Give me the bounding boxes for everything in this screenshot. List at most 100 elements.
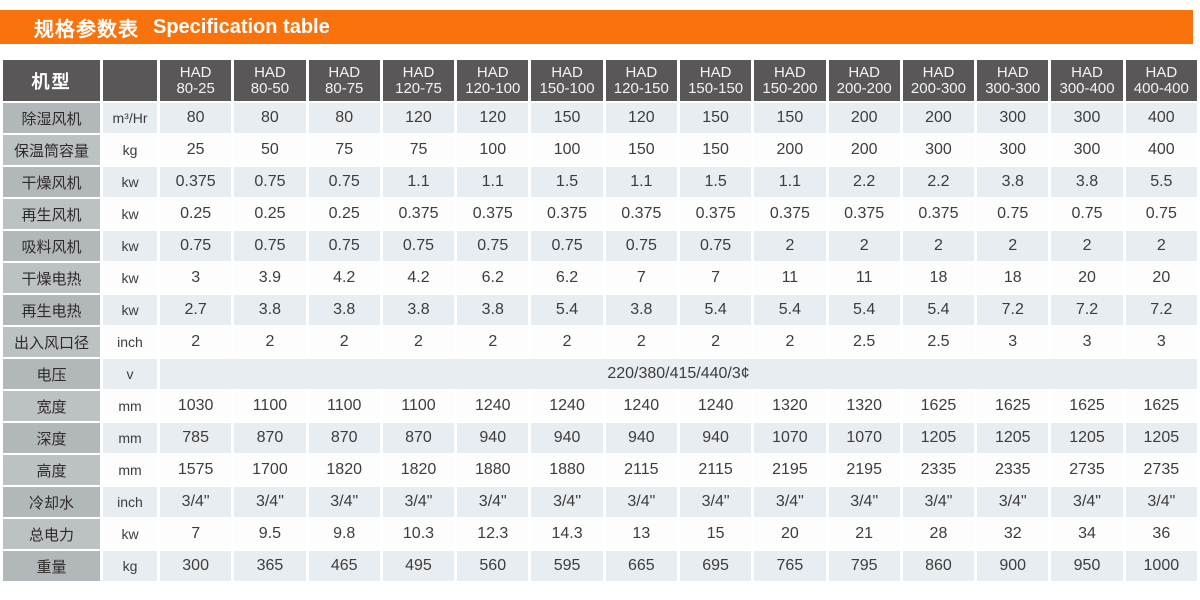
model-code: 200-200 [836, 79, 892, 97]
page-title-zh: 规格参数表 [34, 18, 139, 41]
spec-cell: 2 [605, 327, 677, 357]
spec-cell: 18 [977, 263, 1049, 293]
spec-cell: 0.75 [1125, 199, 1197, 229]
merged-value-cell: 220/380/415/440/3¢ [160, 359, 1197, 389]
spec-cell: 1320 [754, 391, 826, 421]
spec-cell: 3/4" [977, 487, 1049, 517]
spec-cell: 870 [308, 423, 380, 453]
spec-cell: 5.4 [754, 295, 826, 325]
model-code: 200-300 [910, 79, 966, 97]
model-brand: HAD [996, 63, 1029, 81]
spec-cell: 0.75 [1051, 199, 1123, 229]
spec-cell: 3 [977, 327, 1049, 357]
model-header-cell: HAD 300-400 [1051, 60, 1123, 101]
spec-cell: 1625 [902, 391, 975, 421]
row-label: 宽度 [3, 391, 100, 421]
spec-cell: 2 [382, 327, 455, 357]
spec-row: 宽度 mm 1030 1100 1100 1100 1240 1240 1240 1240 1320… [3, 391, 1197, 421]
spec-cell: 785 [160, 423, 232, 453]
spec-cell: 1070 [754, 423, 826, 453]
model-brand: HAD [848, 63, 880, 81]
spec-cell: 1.1 [457, 167, 529, 197]
spec-cell: 3 [160, 263, 232, 293]
row-label: 干燥风机 [3, 167, 100, 197]
row-unit: kw [103, 519, 157, 549]
row-unit: kw [103, 199, 157, 229]
spec-cell: 200 [828, 135, 900, 165]
spec-cell: 120 [382, 103, 455, 133]
spec-cell: 1820 [382, 455, 455, 485]
spec-cell: 5.4 [902, 295, 975, 325]
model-brand: HAD [699, 63, 732, 81]
spec-cell: 3/4" [1051, 487, 1123, 517]
spec-cell: 940 [605, 423, 677, 453]
spec-cell: 25 [160, 135, 232, 165]
spec-cell: 695 [679, 551, 752, 581]
row-unit: kw [103, 295, 157, 325]
spec-cell: 1.1 [382, 167, 455, 197]
spec-row: 深度 mm 785 870 870 870 940 940 940 940 1070 1070 1205… [3, 423, 1197, 453]
spec-cell: 940 [531, 423, 603, 453]
row-unit: v [103, 359, 157, 389]
spec-cell: 1880 [531, 455, 603, 485]
spec-cell: 2.2 [902, 167, 975, 197]
model-brand: HAD [922, 63, 955, 81]
spec-cell: 2.5 [902, 327, 975, 357]
row-label: 除湿风机 [3, 103, 100, 133]
spec-cell: 3/4" [902, 487, 975, 517]
spec-cell: 120 [605, 103, 677, 133]
spec-cell: 1625 [1051, 391, 1123, 421]
spec-cell: 5.4 [828, 295, 900, 325]
spec-cell: 7.2 [1125, 295, 1197, 325]
spec-cell: 300 [1051, 135, 1123, 165]
row-label: 总电力 [3, 519, 100, 549]
spec-cell: 6.2 [531, 263, 603, 293]
row-label: 保温筒容量 [3, 135, 100, 165]
spec-cell: 795 [828, 551, 900, 581]
model-brand: HAD [551, 63, 583, 81]
spec-cell: 0.375 [531, 199, 603, 229]
spec-cell: 1575 [160, 455, 232, 485]
spec-cell: 940 [457, 423, 529, 453]
model-header-cell: HAD 80-50 [234, 60, 306, 101]
spec-cell: 2 [902, 231, 975, 261]
row-unit: kw [103, 167, 157, 197]
spec-cell: 2335 [902, 455, 975, 485]
spec-cell: 0.75 [457, 231, 529, 261]
spec-cell: 0.75 [234, 167, 306, 197]
spec-row: 吸料风机 kw 0.75 0.75 0.75 0.75 0.75 0.75 0.75 0.75 2 2… [3, 231, 1197, 261]
spec-cell: 1700 [234, 455, 306, 485]
model-brand: HAD [774, 63, 806, 81]
spec-cell: 4.2 [382, 263, 455, 293]
spec-cell: 3.8 [308, 295, 380, 325]
spec-cell: 3.8 [457, 295, 529, 325]
row-unit: inch [103, 487, 157, 517]
model-code: 400-400 [1133, 79, 1189, 97]
spec-cell: 3.8 [605, 295, 677, 325]
spec-cell: 870 [234, 423, 306, 453]
spec-cell: 1100 [234, 391, 306, 421]
row-unit: kg [103, 551, 157, 581]
model-brand: HAD [625, 63, 658, 81]
model-header-cell: HAD 120-100 [457, 60, 529, 101]
row-label: 重量 [3, 551, 100, 581]
spec-cell: 75 [308, 135, 380, 165]
spec-cell: 300 [160, 551, 232, 581]
spec-cell: 2.2 [828, 167, 900, 197]
row-unit: mm [103, 423, 157, 453]
spec-cell: 1820 [308, 455, 380, 485]
spec-cell: 50 [234, 135, 306, 165]
spec-cell: 2 [457, 327, 529, 357]
model-brand: HAD [1145, 63, 1178, 81]
row-label: 出入风口径 [3, 327, 100, 357]
spec-table-body: 除湿风机 m³/Hr 80 80 80 120 120 150 120 150 150 200 200 3… [3, 103, 1197, 581]
spec-cell: 3/4" [605, 487, 677, 517]
model-header-cell: HAD 80-25 [160, 60, 232, 101]
spec-cell: 1240 [605, 391, 677, 421]
spec-row: 干燥风机 kw 0.375 0.75 0.75 1.1 1.1 1.5 1.1 1.5 1.1 2.2… [3, 167, 1197, 197]
spec-cell: 200 [828, 103, 900, 133]
spec-cell: 3.8 [1051, 167, 1123, 197]
spec-cell: 900 [977, 551, 1049, 581]
spec-cell: 365 [234, 551, 306, 581]
spec-cell: 13 [605, 519, 677, 549]
